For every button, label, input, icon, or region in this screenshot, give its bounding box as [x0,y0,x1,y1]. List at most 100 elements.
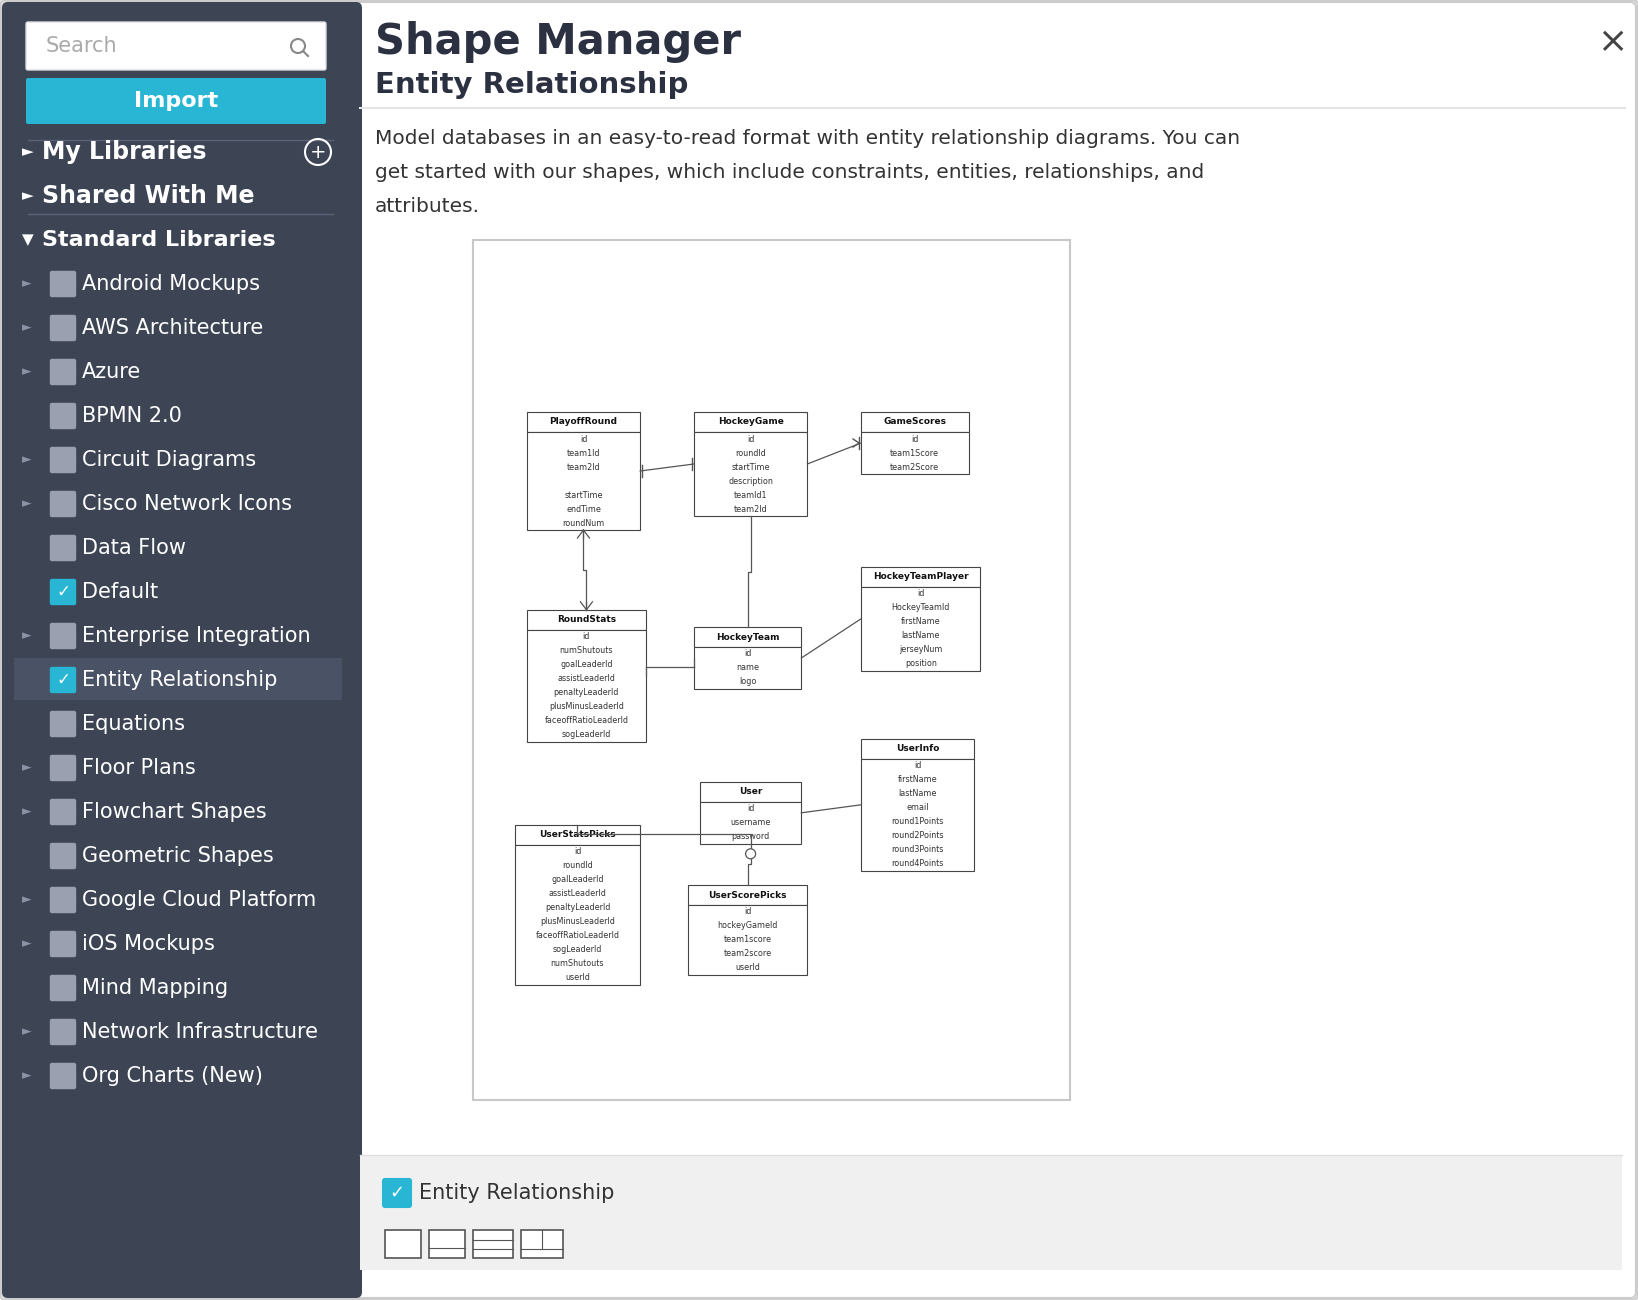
Text: name: name [735,663,758,672]
FancyBboxPatch shape [26,22,326,70]
Text: HockeyTeam: HockeyTeam [716,633,780,641]
Text: Android Mockups: Android Mockups [82,274,260,294]
Text: faceoffRatioLeaderId: faceoffRatioLeaderId [536,931,619,940]
FancyBboxPatch shape [51,932,75,957]
Text: id: id [747,805,753,814]
Text: User: User [739,788,762,797]
Text: My Libraries: My Libraries [43,140,206,164]
FancyBboxPatch shape [2,3,1636,1297]
Text: GameScores: GameScores [883,417,947,426]
Text: ►: ► [21,365,31,378]
Text: Azure: Azure [82,361,141,382]
Text: logo: logo [739,677,757,686]
Text: assistLeaderId: assistLeaderId [557,675,616,684]
Text: penaltyLeaderId: penaltyLeaderId [545,903,611,913]
Text: Model databases in an easy-to-read format with entity relationship diagrams. You: Model databases in an easy-to-read forma… [375,129,1240,147]
Bar [473,1230,513,1258]
Bar [337,8,359,1292]
Text: iOS Mockups: iOS Mockups [82,933,215,954]
Text: ►: ► [21,806,31,819]
Text: roundId: roundId [735,448,767,458]
Text: team1score: team1score [724,936,771,945]
FancyBboxPatch shape [51,272,75,296]
Bar [473,240,1070,1100]
Text: Mind Mapping: Mind Mapping [82,978,228,998]
Text: goalLeaderId: goalLeaderId [560,660,613,670]
Bar [862,432,968,474]
Bar [862,567,981,586]
FancyBboxPatch shape [51,580,75,604]
Text: sogLeaderId: sogLeaderId [552,945,603,954]
Bar [862,586,981,671]
Text: numShutouts: numShutouts [560,646,613,655]
Text: startTime: startTime [563,490,603,499]
Text: numShutouts: numShutouts [550,959,604,968]
Text: RoundStats: RoundStats [557,615,616,624]
FancyBboxPatch shape [51,1063,75,1088]
Text: Data Flow: Data Flow [82,538,187,558]
Bar [521,1230,563,1258]
Text: ►: ► [21,762,31,775]
Text: Search: Search [46,36,118,56]
FancyBboxPatch shape [51,844,75,868]
Bar [862,738,975,759]
Bar [527,610,645,629]
Text: Entity Relationship: Entity Relationship [375,72,688,99]
Text: BPMN 2.0: BPMN 2.0 [82,406,182,426]
Text: UserStatsPicks: UserStatsPicks [539,831,616,840]
Text: id: id [580,434,586,443]
Text: firstName: firstName [898,775,937,784]
Text: lastName: lastName [901,632,940,641]
Text: lastName: lastName [899,789,937,798]
Bar [385,1230,421,1258]
Text: id: id [914,762,922,771]
Text: round2Points: round2Points [891,831,943,840]
Text: Shared With Me: Shared With Me [43,185,254,208]
Text: ►: ► [21,893,31,906]
Text: team1Score: team1Score [891,448,939,458]
FancyBboxPatch shape [51,316,75,341]
Text: userId: userId [735,963,760,972]
Text: ►: ► [21,277,31,290]
Text: roundId: roundId [562,862,593,870]
Text: Geometric Shapes: Geometric Shapes [82,846,274,866]
Text: startTime: startTime [731,463,770,472]
Bar [862,759,975,871]
Bar [695,627,801,647]
Text: userId: userId [565,974,590,983]
FancyBboxPatch shape [51,1019,75,1044]
Text: team1Id: team1Id [567,448,600,458]
Text: team2Id: team2Id [567,463,600,472]
Text: attributes.: attributes. [375,196,480,216]
Text: id: id [911,434,919,443]
Text: jerseyNum: jerseyNum [899,645,942,654]
Bar [527,432,640,530]
Text: ►: ► [21,498,31,511]
Text: ✓: ✓ [56,582,70,601]
FancyBboxPatch shape [51,800,75,824]
FancyBboxPatch shape [51,447,75,472]
Text: Google Cloud Platform: Google Cloud Platform [82,891,316,910]
Text: goalLeaderId: goalLeaderId [552,875,604,884]
FancyBboxPatch shape [51,755,75,780]
FancyBboxPatch shape [51,536,75,560]
Bar [429,1230,465,1258]
Text: plusMinusLeaderId: plusMinusLeaderId [541,918,614,927]
Text: Entity Relationship: Entity Relationship [419,1183,614,1202]
Text: password: password [732,832,770,841]
Text: description: description [729,477,773,485]
Text: PlayoffRound: PlayoffRound [549,417,618,426]
Text: ►: ► [21,1026,31,1039]
FancyBboxPatch shape [26,78,326,124]
Text: id: id [744,907,752,916]
FancyBboxPatch shape [2,3,362,1297]
FancyBboxPatch shape [51,624,75,649]
Text: Equations: Equations [82,714,185,734]
Text: AWS Architecture: AWS Architecture [82,318,264,338]
Text: ×: × [1597,25,1627,58]
Text: ►: ► [21,321,31,334]
Text: penaltyLeaderId: penaltyLeaderId [554,688,619,697]
Text: id: id [747,434,753,443]
Bar [527,412,640,432]
Text: Flowchart Shapes: Flowchart Shapes [82,802,267,822]
